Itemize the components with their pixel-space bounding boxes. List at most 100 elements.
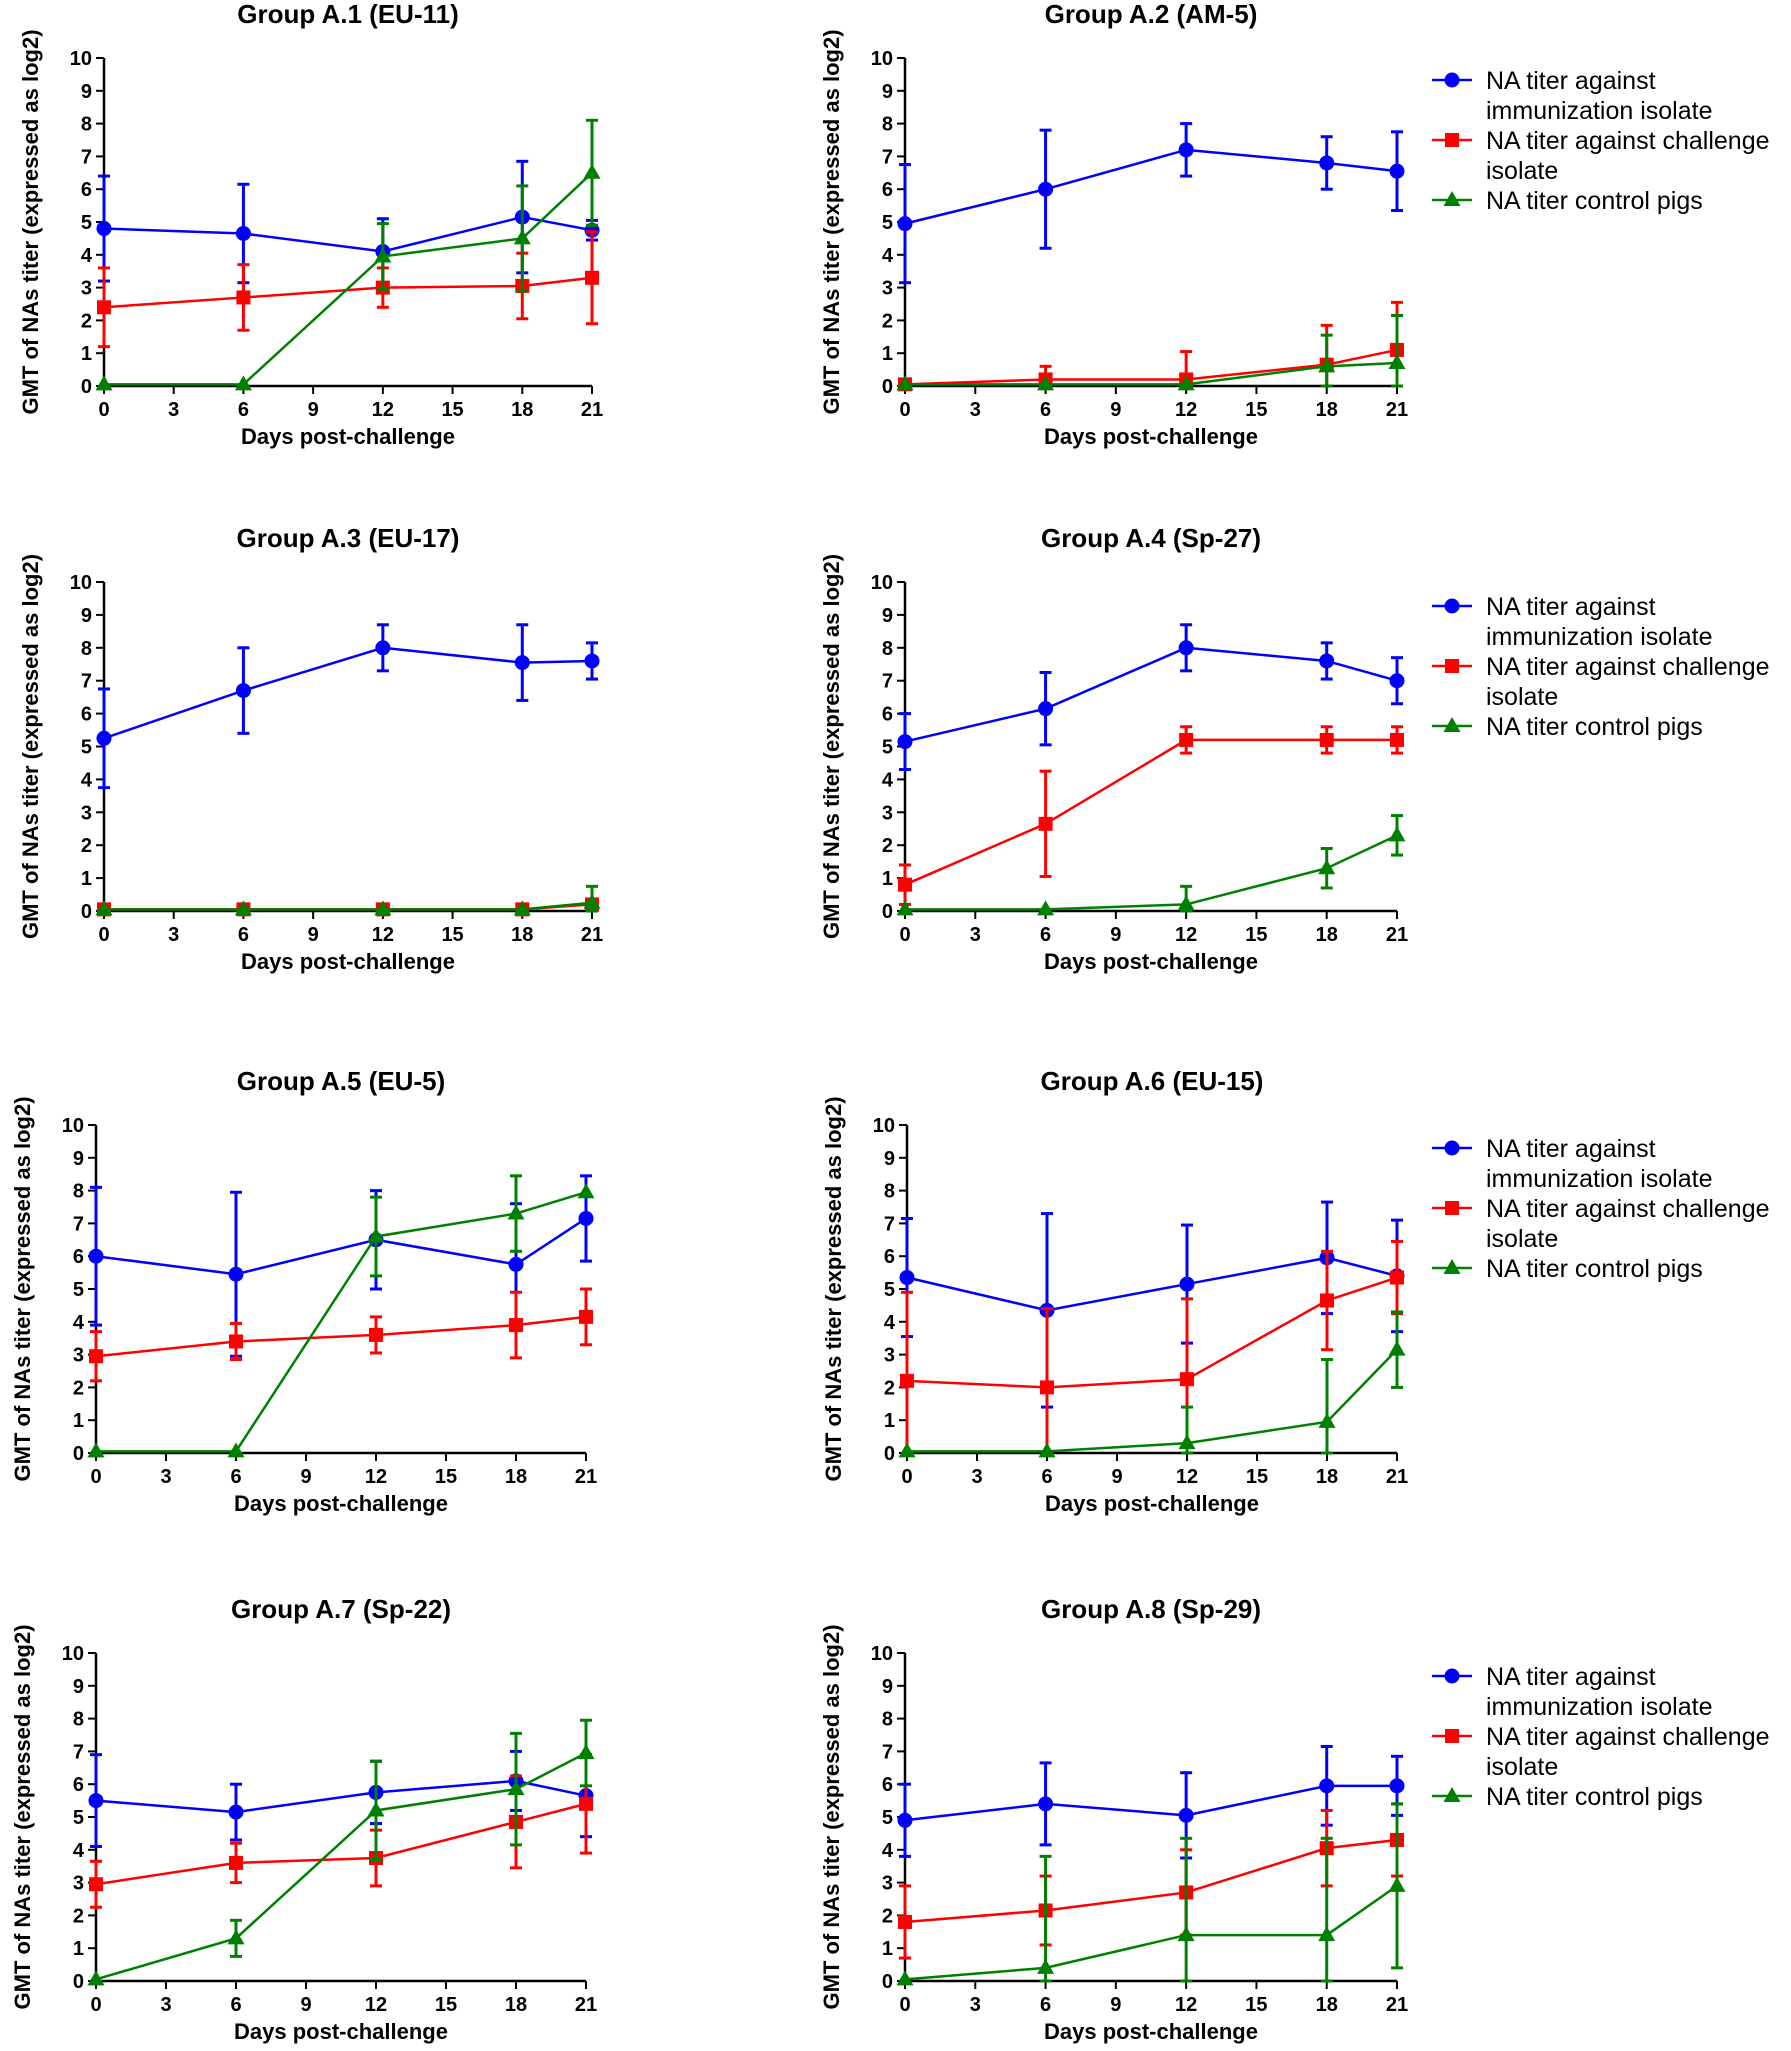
legend-label: isolate: [1486, 1225, 1558, 1253]
data-point: [235, 683, 251, 699]
y-tick-label: 2: [81, 310, 92, 332]
x-tick-label: 12: [365, 1994, 387, 2016]
legend-label: NA titer against challenge: [1486, 127, 1770, 155]
y-tick-label: 3: [73, 1345, 84, 1367]
y-tick-label: 3: [81, 802, 92, 824]
series-3: [896, 814, 1406, 916]
data-point: [227, 1442, 245, 1458]
series-3: [898, 1310, 1406, 1458]
y-tick-label: 10: [70, 48, 92, 70]
data-point: [88, 1793, 104, 1809]
x-tick-label: 21: [1386, 399, 1408, 421]
legend-swatch-marker: [1444, 1140, 1460, 1156]
data-point: [229, 1855, 243, 1870]
x-tick-label: 6: [238, 924, 249, 946]
data-point: [97, 300, 111, 315]
y-tick-label: 6: [73, 1774, 84, 1796]
y-tick-label: 0: [81, 376, 92, 398]
series-3: [87, 1174, 595, 1458]
x-tick-label: 18: [1316, 1994, 1338, 2016]
x-tick-label: 3: [160, 1466, 171, 1488]
series-line: [904, 738, 1397, 886]
x-tick-label: 6: [1040, 924, 1051, 946]
y-tick-label: 8: [884, 1181, 895, 1203]
y-tick-label: 5: [81, 212, 92, 234]
data-point: [1178, 1807, 1194, 1823]
y-tick-label: 3: [884, 1345, 895, 1367]
data-point: [898, 1914, 912, 1929]
y-tick-label: 2: [73, 1377, 84, 1399]
y-axis-label: GMT of NAs titer (expressed as log2): [821, 1096, 846, 1481]
data-point: [1318, 1412, 1336, 1428]
data-point: [1318, 859, 1336, 875]
data-point: [1179, 732, 1194, 747]
y-tick-label: 1: [882, 868, 893, 890]
data-point: [375, 640, 391, 656]
data-point: [1178, 1434, 1196, 1450]
data-point: [96, 221, 112, 237]
data-point: [585, 270, 599, 285]
data-point: [900, 1373, 914, 1388]
data-point: [227, 1929, 245, 1945]
y-tick-label: 8: [73, 1181, 84, 1203]
data-point: [1388, 826, 1406, 842]
data-point: [234, 375, 252, 391]
x-tick-label: 21: [1386, 1994, 1408, 2016]
x-tick-label: 18: [1316, 924, 1338, 946]
x-tick-label: 6: [1040, 1994, 1051, 2016]
x-tick-label: 3: [168, 399, 179, 421]
x-tick-label: 0: [899, 924, 910, 946]
y-tick-label: 1: [884, 1410, 895, 1432]
data-point: [1180, 1372, 1194, 1387]
data-point: [583, 163, 601, 179]
data-point: [584, 653, 600, 669]
data-point: [1390, 732, 1404, 747]
x-tick-label: 12: [1175, 1994, 1197, 2016]
x-tick-label: 9: [1111, 1466, 1122, 1488]
legend-swatch-marker: [1445, 659, 1459, 673]
y-axis-label: GMT of NAs titer (expressed as log2): [819, 29, 844, 414]
x-tick-label: 15: [1246, 1466, 1268, 1488]
legend-label: immunization isolate: [1486, 623, 1713, 651]
data-point: [1038, 181, 1054, 197]
y-tick-label: 7: [882, 1741, 893, 1763]
data-point: [1388, 354, 1406, 370]
data-point: [1390, 1270, 1404, 1285]
y-tick-label: 1: [81, 868, 92, 890]
legend-label: NA titer against: [1486, 593, 1656, 621]
data-point: [1320, 1293, 1334, 1308]
data-point: [87, 1442, 105, 1458]
data-point: [229, 1334, 243, 1349]
x-tick-label: 3: [970, 924, 981, 946]
data-point: [579, 1796, 593, 1811]
data-point: [228, 1266, 244, 1282]
data-point: [577, 1744, 595, 1760]
y-tick-label: 9: [81, 605, 92, 627]
legend-swatch-marker: [1443, 191, 1461, 206]
legend-label: NA titer against: [1486, 1663, 1656, 1691]
y-tick-label: 5: [73, 1807, 84, 1829]
legend-label: NA titer against challenge: [1486, 653, 1770, 681]
data-point: [507, 1204, 525, 1220]
y-tick-label: 7: [81, 671, 92, 693]
y-tick-label: 10: [871, 48, 893, 70]
series-1: [897, 623, 1405, 772]
y-tick-label: 6: [73, 1246, 84, 1268]
x-tick-label: 21: [1386, 1466, 1408, 1488]
legend-swatch-marker: [1445, 133, 1459, 147]
data-point: [899, 1270, 915, 1286]
data-point: [897, 734, 913, 750]
y-axis-label: GMT of NAs titer (expressed as log2): [819, 554, 844, 939]
y-tick-label: 1: [81, 343, 92, 365]
y-tick-label: 10: [70, 572, 92, 594]
x-axis-label: Days post-challenge: [1044, 949, 1258, 974]
x-axis-label: Days post-challenge: [1044, 424, 1258, 449]
x-tick-label: 15: [1245, 924, 1267, 946]
data-point: [1038, 1442, 1056, 1458]
y-tick-label: 0: [882, 376, 893, 398]
legend-swatch-marker: [1445, 1201, 1459, 1215]
